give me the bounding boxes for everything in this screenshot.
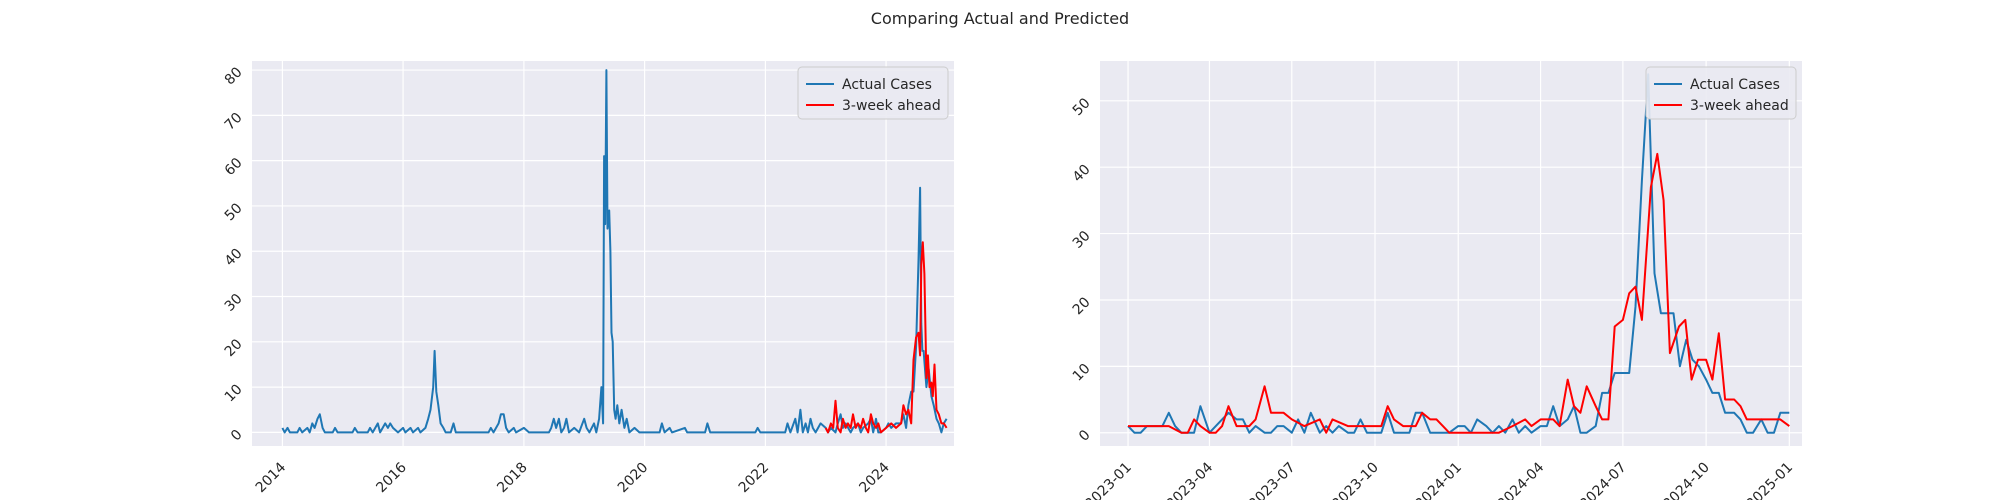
plot-area [1100, 61, 1802, 446]
y-tick-label: 60 [222, 155, 246, 179]
x-tick-label: 2023-07 [1246, 460, 1299, 500]
x-tick-label: 2018 [494, 460, 531, 497]
legend-label: 3-week ahead [1690, 98, 1789, 114]
x-tick-label: 2016 [373, 459, 410, 496]
y-tick-label: 70 [222, 110, 246, 134]
x-tick-label: 2024-07 [1577, 460, 1630, 500]
left-chart-panel: 2014 2016 2018 2020 2022 2024 0 10 20 30 40 50 60 70 8… [222, 61, 954, 496]
legend-label: 3-week ahead [842, 98, 941, 114]
right-chart-panel: 2023-01 2023-04 2023-07 2023-10 2024-01 2024-… [1070, 61, 1802, 500]
x-tick-label: 2014 [253, 459, 290, 496]
x-tick-label: 2025-01 [1743, 460, 1796, 500]
figure-title: Comparing Actual and Predicted [871, 9, 1129, 28]
y-tick-label: 80 [222, 64, 246, 88]
y-tick-label: 50 [222, 200, 246, 224]
x-tick-label: 2023-01 [1082, 460, 1135, 500]
y-tick-label: 0 [228, 427, 246, 445]
series-line-actual [1127, 73, 1790, 434]
y-tick-label: 40 [222, 246, 246, 270]
x-tick-label: 2024-10 [1660, 460, 1713, 500]
y-tick-label: 20 [222, 336, 246, 360]
y-tick-label: 30 [222, 291, 246, 315]
legend: Actual Cases 3-week ahead [1645, 66, 1797, 120]
y-tick-label: 10 [222, 381, 246, 405]
legend-box [1645, 66, 1797, 120]
x-tick-label: 2024-04 [1495, 459, 1548, 500]
x-tick-label: 2024 [856, 459, 893, 496]
x-tick-label: 2024-01 [1412, 460, 1465, 500]
y-tick-label: 50 [1070, 95, 1094, 119]
x-tick-label: 2020 [615, 460, 652, 497]
legend-label: Actual Cases [842, 77, 932, 93]
y-tick-label: 0 [1076, 427, 1094, 445]
x-tick-label: 2023-04 [1164, 459, 1217, 500]
legend: Actual Cases 3-week ahead [797, 66, 949, 120]
y-tick-label: 40 [1070, 162, 1094, 186]
series-line-actual [281, 69, 948, 434]
legend-box [797, 66, 949, 120]
legend-label: Actual Cases [1690, 77, 1780, 93]
x-tick-label: 2022 [736, 460, 773, 497]
y-tick-label: 30 [1070, 228, 1094, 252]
series-line-predicted [824, 241, 948, 434]
y-tick-label: 10 [1070, 361, 1094, 385]
series-line-predicted [1128, 152, 1790, 434]
x-tick-label: 2023-10 [1329, 460, 1382, 500]
y-tick-label: 20 [1070, 294, 1094, 318]
